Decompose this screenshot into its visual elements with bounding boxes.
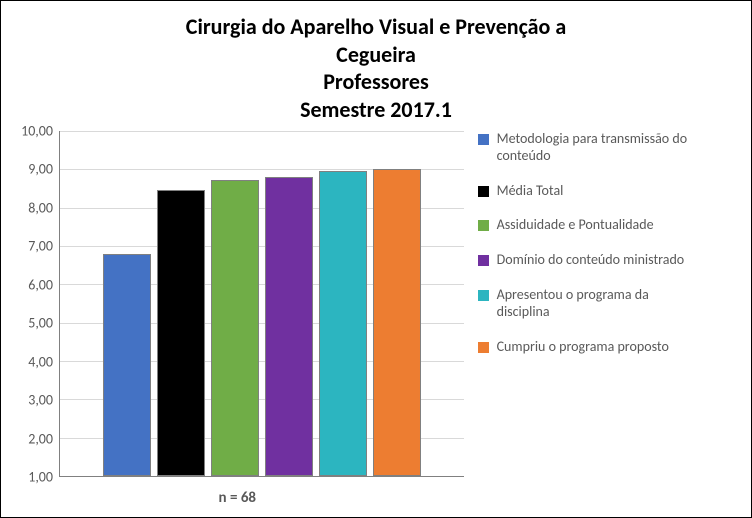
bar — [373, 169, 421, 476]
ytick-column: 1,002,003,004,005,006,007,008,009,0010,0… — [11, 131, 59, 477]
legend-label: Metodologia para transmissão do conteúdo — [497, 131, 697, 165]
bar — [211, 180, 259, 476]
legend-item: Metodologia para transmissão do conteúdo — [478, 131, 741, 165]
plot-box: 1,002,003,004,005,006,007,008,009,0010,0… — [11, 131, 464, 477]
ytick-label: 8,00 — [28, 199, 53, 216]
legend-label: Cumpriu o programa proposto — [497, 339, 669, 356]
legend-item: Assiduidade e Pontualidade — [478, 217, 741, 234]
ytick-label: 1,00 — [28, 469, 53, 486]
chart-title: Cirurgia do Aparelho Visual e Prevenção … — [1, 1, 751, 123]
legend-item: Domínio do conteúdo ministrado — [478, 252, 741, 269]
legend-swatch — [478, 255, 489, 266]
legend-label: Apresentou o programa da disciplina — [497, 287, 697, 321]
legend-swatch — [478, 220, 489, 231]
legend-label: Média Total — [497, 183, 564, 200]
title-line: Cirurgia do Aparelho Visual e Prevenção … — [1, 13, 751, 41]
bar — [319, 171, 367, 476]
ytick-label: 3,00 — [28, 392, 53, 409]
ytick-label: 4,00 — [28, 353, 53, 370]
legend-swatch — [478, 134, 489, 145]
legend-swatch — [478, 290, 489, 301]
ytick-label: 5,00 — [28, 315, 53, 332]
ytick-label: 2,00 — [28, 430, 53, 447]
bar — [265, 177, 313, 476]
legend-swatch — [478, 186, 489, 197]
plot-area: 1,002,003,004,005,006,007,008,009,0010,0… — [11, 131, 464, 507]
chart-body: 1,00 2,00 3,00 4,00 5,00 6,00 7,00 8,00 9,00 10,0… — [1, 123, 751, 517]
bar — [103, 254, 151, 476]
legend-swatch — [478, 342, 489, 353]
ytick-label: 10,00 — [21, 123, 53, 140]
bars-row — [60, 131, 464, 476]
legend-label: Domínio do conteúdo ministrado — [497, 252, 685, 269]
legend-item: Cumpriu o programa proposto — [478, 339, 741, 356]
title-line: Professores — [1, 68, 751, 96]
title-line: Semestre 2017.1 — [1, 96, 751, 124]
chart-container: Cirurgia do Aparelho Visual e Prevenção … — [0, 0, 752, 518]
legend-label: Assiduidade e Pontualidade — [497, 217, 654, 234]
legend: Metodologia para transmissão do conteúdo… — [464, 131, 741, 507]
x-axis-label: n = 68 — [11, 477, 464, 507]
plot-region — [59, 131, 464, 477]
ytick-label: 9,00 — [28, 161, 53, 178]
title-line: Cegueira — [1, 41, 751, 69]
bar — [157, 190, 205, 476]
ytick-label: 6,00 — [28, 276, 53, 293]
legend-item: Média Total — [478, 183, 741, 200]
ytick-label: 7,00 — [28, 238, 53, 255]
legend-item: Apresentou o programa da disciplina — [478, 287, 741, 321]
